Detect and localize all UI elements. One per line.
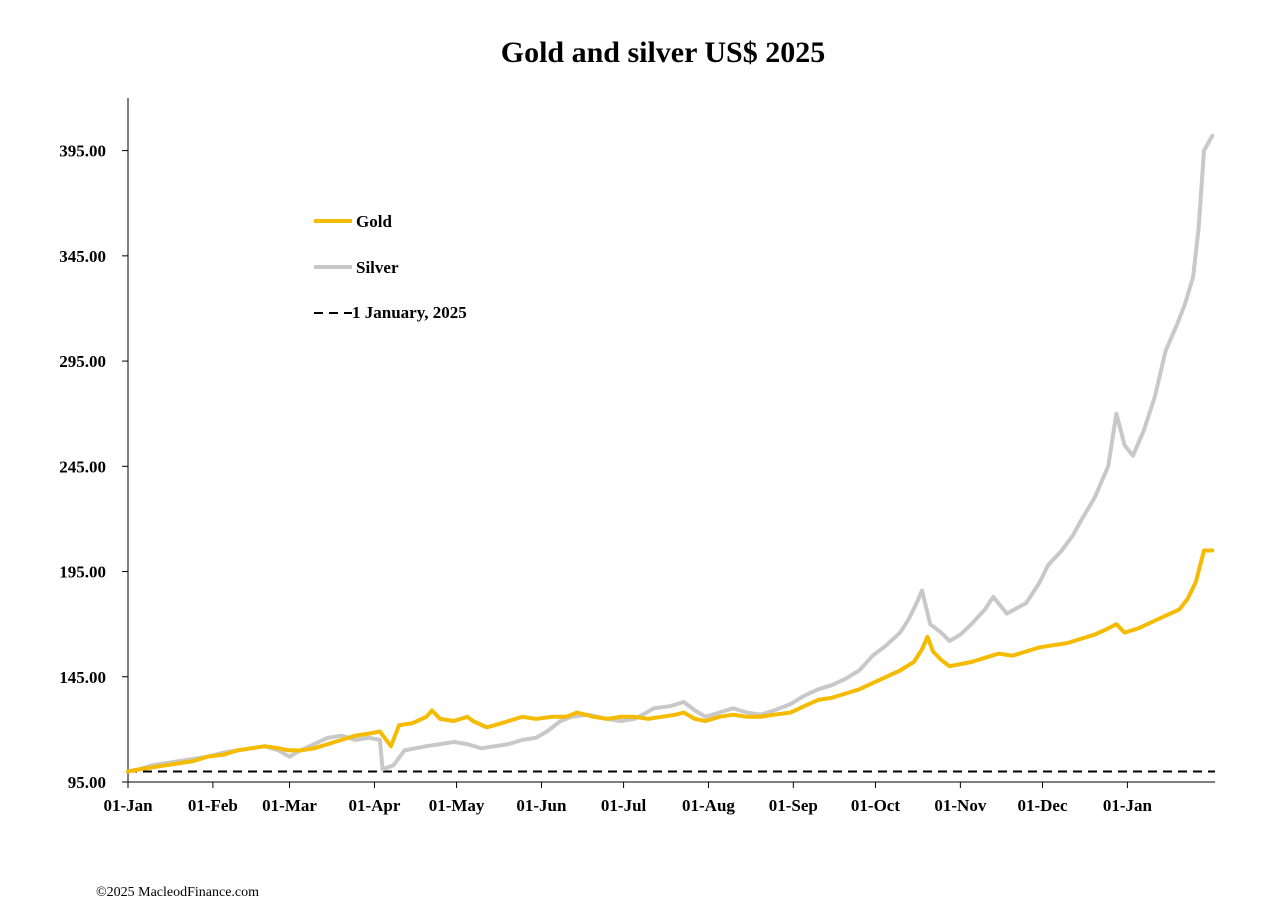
x-tick-label: 01-Feb xyxy=(188,796,238,815)
x-tick-label: 01-Jun xyxy=(516,796,567,815)
x-tick-label: 01-Sep xyxy=(769,796,818,815)
x-tick-label: 01-Mar xyxy=(262,796,317,815)
y-tick-label: 145.00 xyxy=(59,668,106,687)
series-line-gold xyxy=(126,548,1215,774)
legend-gold-label: Gold xyxy=(356,212,392,231)
series-line-silver xyxy=(126,133,1215,774)
x-tick-label: 01-Jul xyxy=(601,796,647,815)
y-tick-label: 345.00 xyxy=(59,247,106,266)
x-tick-label: 01-Oct xyxy=(851,796,900,815)
x-tick-label: 01-Aug xyxy=(682,796,735,815)
x-tick-label: 01-Jan xyxy=(103,796,153,815)
y-tick-label: 295.00 xyxy=(59,352,106,371)
x-tick-label: 01-Nov xyxy=(934,796,986,815)
legend-silver-label: Silver xyxy=(356,258,399,277)
series-layer xyxy=(126,133,1215,774)
legend-baseline-label: 1 January, 2025 xyxy=(352,303,467,322)
x-tick-label: 01-May xyxy=(429,796,485,815)
y-tick-label: 245.00 xyxy=(59,457,106,476)
x-tick-label: 01-Dec xyxy=(1017,796,1067,815)
axes: 95.00 145.00 195.00 245.00 295.00 345.00 395.0… xyxy=(59,98,1215,815)
chart-title: Gold and silver US$ 2025 xyxy=(501,36,826,69)
legend: Gold Silver 1 January, 2025 xyxy=(314,212,467,322)
x-tick-label: 01-Apr xyxy=(348,796,400,815)
x-tick-label: 01-Jan xyxy=(1103,796,1153,815)
y-tick-label: 195.00 xyxy=(59,563,106,582)
copyright-notice: ©2025 MacleodFinance.com xyxy=(96,885,260,900)
y-tick-label: 95.00 xyxy=(68,773,106,792)
y-tick-label: 395.00 xyxy=(59,142,106,161)
